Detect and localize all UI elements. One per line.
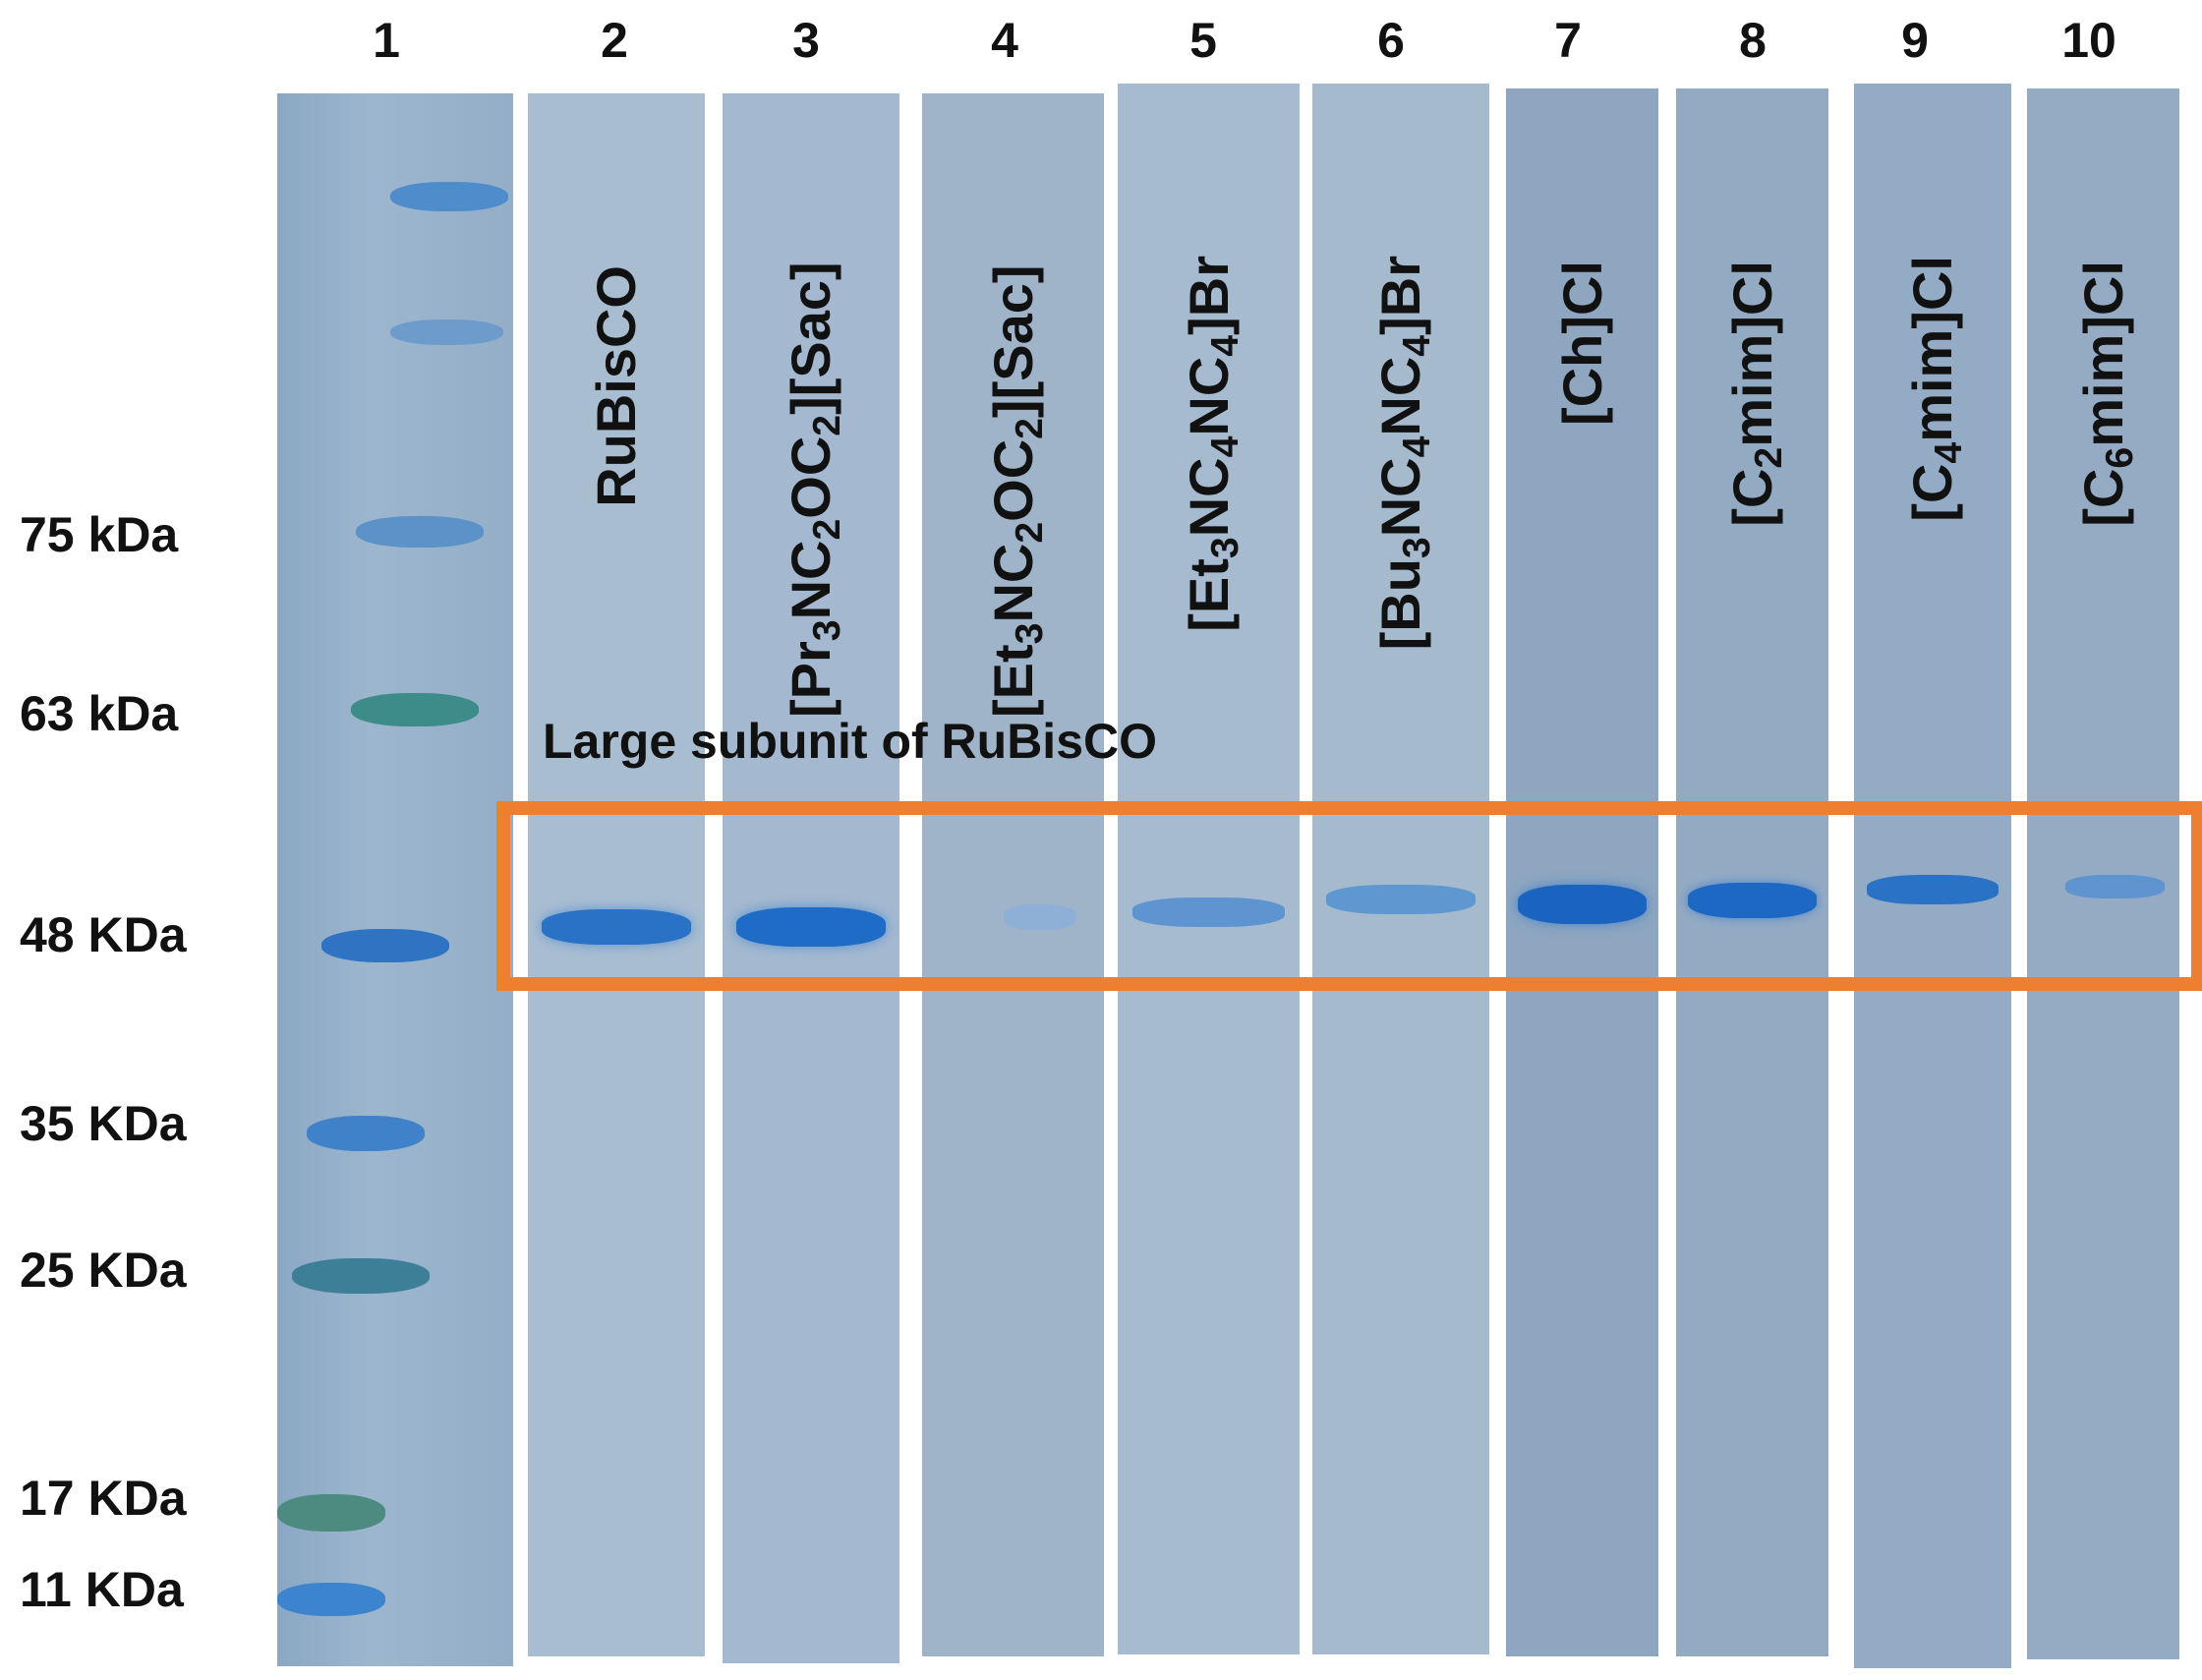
marker-35-kda: 35 KDa [20,1096,187,1151]
lane-number-1: 1 [373,13,400,68]
marker-75-kda: 75 kDa [20,507,179,562]
protein-band [1326,885,1476,914]
lane-number-8: 8 [1739,13,1767,68]
lane-label-9: [C4mim]Cl [1901,256,1970,522]
protein-band [542,909,691,945]
band-caption: Large subunit of RuBisCO [543,714,1157,769]
marker-17-kda: 17 KDa [20,1471,187,1526]
protein-band [1518,885,1647,924]
ladder-band [277,1583,385,1616]
lane-label-2: RuBisCO [585,265,647,507]
lane-label-7: [Ch]Cl [1550,261,1613,426]
marker-25-kda: 25 KDa [20,1243,187,1298]
protein-band [1866,875,1999,904]
lane-label-10: [C6mim]Cl [2071,261,2141,527]
protein-band [1004,904,1077,930]
gel-lane-6: [Bu3NC4NC4]Br [1312,84,1489,1654]
lane-number-2: 2 [601,13,628,68]
gel-lane-3: [Pr3NC2OC2][Sac] [723,93,899,1663]
gel-lane-8: [C2mim]Cl [1676,88,1828,1656]
lane-number-6: 6 [1377,13,1405,68]
lane-number-3: 3 [792,13,820,68]
lane-label-3: [Pr3NC2OC2][Sac] [780,261,848,718]
ladder-lane [277,93,513,1666]
ladder-band [307,1116,425,1151]
ladder-band [356,516,484,548]
lane-number-9: 9 [1901,13,1929,68]
ladder-band [277,1494,385,1532]
ladder-band [390,319,503,345]
lane-number-10: 10 [2061,13,2116,68]
gel-lane-4: [Et3NC2OC2][Sac] [922,93,1104,1656]
ladder-band [390,182,508,211]
ladder-band [351,693,479,726]
highlight-box [496,801,2202,991]
marker-48-kda: 48 KDa [20,907,187,962]
lane-label-8: [C2mim]Cl [1720,261,1790,527]
gel-lane-9: [C4mim]Cl [1854,84,2011,1668]
gel-lane-5: [Et3NC4NC4]Br [1118,84,1300,1654]
marker-11-kda: 11 KDa [20,1562,184,1617]
marker-63-kda: 63 kDa [20,686,179,741]
lane-number-7: 7 [1554,13,1582,68]
lane-number-5: 5 [1189,13,1217,68]
protein-band [1131,898,1286,927]
ladder-band [321,929,449,962]
protein-band [2064,875,2165,898]
ladder-band [292,1258,430,1294]
protein-band [1688,883,1817,918]
lane-label-6: [Bu3NC4NC4]Br [1369,256,1438,651]
lane-label-4: [Et3NC2OC2][Sac] [981,264,1051,718]
lane-label-5: [Et3NC4NC4]Br [1177,256,1246,632]
gel-lane-2: RuBisCO [528,93,705,1656]
protein-band [736,907,886,947]
gel-lane-7: [Ch]Cl [1506,88,1658,1656]
lane-number-4: 4 [991,13,1018,68]
gel-lane-10: [C6mim]Cl [2027,88,2179,1659]
